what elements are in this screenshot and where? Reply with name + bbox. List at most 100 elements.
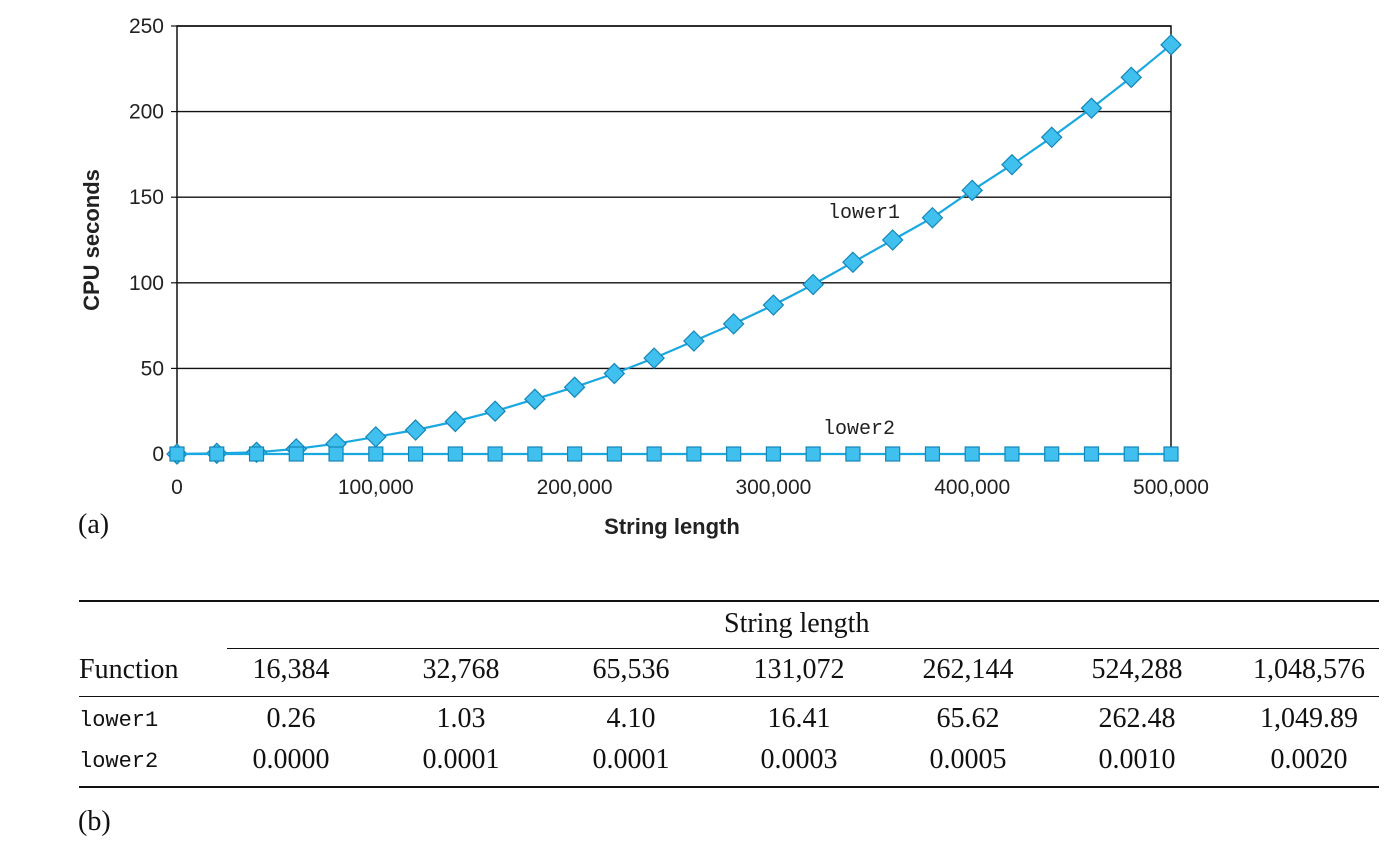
data-point-lower2: [328, 446, 344, 462]
data-point-lower2: [845, 446, 861, 462]
cpu-time-chart: 0 50 100 150 200 250 0 100,000 200,000 300,000 40…: [79, 15, 1209, 539]
series-label-lower2: lower2: [823, 418, 895, 441]
data-point-lower1: [444, 410, 467, 433]
x-tick-label: 0: [171, 476, 183, 499]
table-cell: 262.48: [1098, 703, 1176, 734]
data-point-lower1: [523, 388, 546, 411]
data-point-lower2: [805, 446, 821, 462]
data-point-lower2: [1123, 446, 1139, 462]
x-axis-title: String length: [604, 514, 740, 539]
data-point-lower2: [169, 446, 185, 462]
data-point-lower1: [1080, 97, 1103, 120]
data-point-lower2: [765, 446, 782, 462]
data-point-lower2: [646, 446, 662, 462]
table-column-header: 1,048,576: [1253, 654, 1365, 685]
y-tick-label: 250: [129, 15, 164, 38]
table-cell: 0.0001: [422, 744, 500, 775]
table-column-header: 131,072: [753, 654, 845, 685]
data-point-lower1: [484, 400, 506, 423]
table-column-header: 65,536: [592, 654, 670, 685]
data-point-lower1: [842, 251, 864, 274]
data-point-lower1: [722, 313, 745, 335]
table-cell: 0.26: [266, 703, 316, 734]
table-top-rule: [79, 600, 1379, 602]
data-point-lower2: [726, 446, 742, 462]
data-point-lower2: [885, 446, 901, 462]
data-point-lower1: [881, 229, 904, 251]
data-point-lower1: [1040, 126, 1063, 149]
table-cell: 0.0003: [760, 744, 838, 775]
series-label-lower1: lower1: [828, 202, 900, 225]
data-point-lower2: [368, 446, 384, 462]
table-cell: 0.0001: [592, 744, 670, 775]
y-tick-label: 100: [129, 272, 164, 295]
data-point-lower2: [566, 446, 583, 462]
table-header-rule: [79, 696, 1379, 697]
series-layer: [166, 33, 1182, 465]
y-tick-label: 50: [141, 357, 164, 380]
data-point-lower1: [603, 362, 626, 385]
data-point-lower2: [288, 446, 304, 462]
y-tick-label: 200: [129, 101, 164, 124]
data-point-lower2: [407, 446, 424, 462]
table-cell: 0.0005: [929, 744, 1007, 775]
series-lower2: [169, 446, 1179, 462]
x-tick-label: 400,000: [934, 476, 1010, 499]
table-cell: 0.0010: [1098, 744, 1176, 775]
table-cell: 0.0000: [252, 744, 330, 775]
y-axis-ticks: 0 50 100 150 200 250: [129, 15, 177, 466]
table-group-underline: [227, 648, 1379, 649]
x-tick-label: 500,000: [1133, 476, 1209, 499]
table-cell: 16.41: [767, 703, 831, 734]
data-point-lower2: [447, 446, 463, 462]
data-point-lower1: [563, 376, 586, 399]
data-point-lower2: [686, 446, 702, 462]
table-cell: 1.03: [436, 703, 486, 734]
y-tick-label: 0: [152, 443, 164, 466]
data-point-lower1: [1160, 33, 1182, 56]
panel-label-a: (a): [78, 509, 110, 540]
plot-frame: [176, 25, 1172, 455]
data-point-lower2: [487, 446, 503, 462]
data-point-lower1: [643, 347, 665, 369]
grid-lines: [177, 25, 1171, 455]
data-point-lower2: [1163, 446, 1179, 462]
data-point-lower2: [1044, 446, 1060, 462]
table-column-header: 16,384: [252, 654, 330, 685]
table-column-header: 524,288: [1091, 654, 1183, 685]
data-point-lower2: [964, 446, 980, 462]
data-point-lower2: [606, 446, 622, 462]
data-point-lower2: [924, 446, 941, 462]
data-point-lower1: [683, 330, 705, 352]
table-group-header: String length: [724, 608, 870, 639]
x-tick-label: 300,000: [735, 476, 811, 499]
table-column-header: 32,768: [422, 654, 500, 685]
series-line-lower1: [176, 43, 1172, 456]
data-point-lower1: [1001, 153, 1023, 176]
x-tick-label: 100,000: [338, 476, 414, 499]
data-point-lower2: [248, 446, 265, 462]
table-cell: 65.62: [936, 703, 1000, 734]
data-point-lower2: [527, 446, 543, 462]
data-point-lower1: [364, 426, 387, 448]
x-axis-ticks: 0 100,000 200,000 300,000 400,000 500,000: [171, 454, 1209, 499]
data-point-lower1: [762, 294, 785, 316]
data-point-lower2: [209, 446, 225, 462]
table-bottom-rule: [79, 786, 1379, 788]
y-tick-label: 150: [129, 186, 164, 209]
series-lower1: [166, 33, 1182, 465]
data-point-lower1: [1120, 66, 1143, 89]
y-axis-title: CPU seconds: [79, 169, 104, 311]
table-row-function-name: lower1: [79, 708, 159, 733]
x-tick-label: 200,000: [537, 476, 613, 499]
data-point-lower2: [1004, 446, 1020, 462]
table-row-function-name: lower2: [79, 749, 159, 774]
table-cell: 1,049.89: [1260, 703, 1358, 734]
table-cell: 0.0020: [1270, 744, 1348, 775]
data-point-lower1: [921, 206, 944, 229]
data-point-lower1: [802, 273, 825, 296]
table-column-header: 262,144: [922, 654, 1014, 685]
table-function-header: Function: [79, 654, 179, 685]
panel-label-b: (b): [78, 806, 111, 837]
table-cell: 4.10: [606, 703, 656, 734]
